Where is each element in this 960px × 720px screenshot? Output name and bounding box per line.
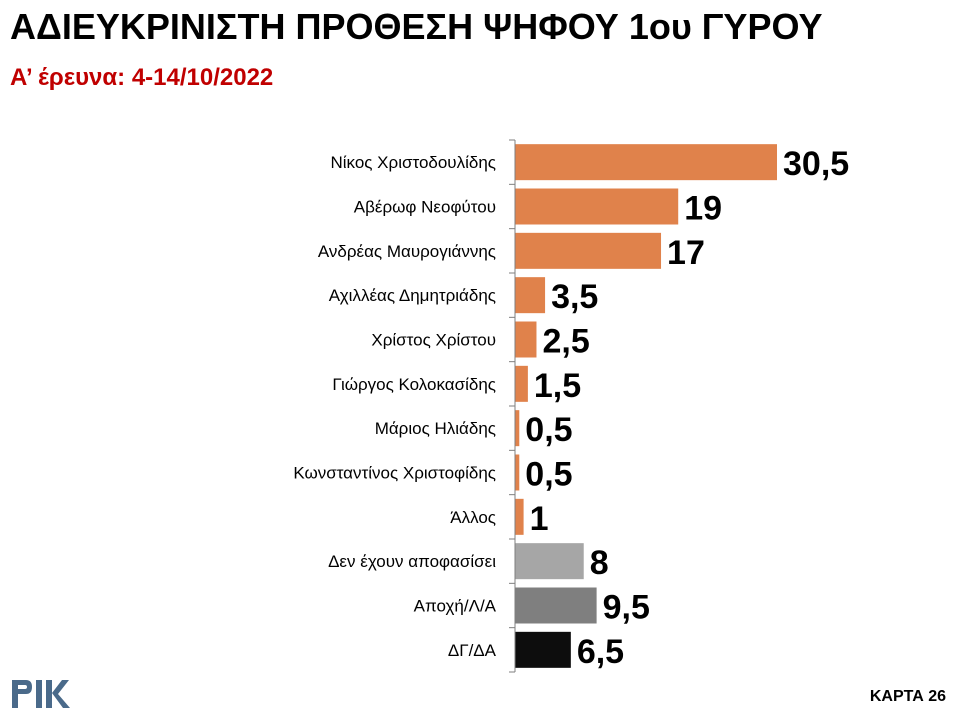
value-label: 1,5 xyxy=(534,367,581,405)
value-label: 9,5 xyxy=(603,589,650,627)
category-axis-layer xyxy=(509,139,516,673)
value-label: 8 xyxy=(590,544,609,582)
category-label: Μάριος Ηλιάδης xyxy=(375,419,496,438)
bar xyxy=(515,232,662,269)
bar xyxy=(515,543,584,580)
category-label: Άλλος xyxy=(450,508,496,527)
bar xyxy=(515,631,571,668)
value-label: 0,5 xyxy=(525,411,572,449)
category-label: Χρίστος Χρίστου xyxy=(371,331,496,350)
category-label: Δεν έχουν αποφασίσει xyxy=(328,552,496,571)
value-label: 0,5 xyxy=(525,456,572,494)
rik-logo xyxy=(12,680,70,708)
bar xyxy=(515,277,546,314)
bars-layer xyxy=(515,144,777,668)
bar xyxy=(515,144,777,181)
category-label: Γιώργος Κολοκασίδης xyxy=(332,375,496,394)
page-subtitle: Α’ έρευνα: 4-14/10/2022 xyxy=(10,64,274,91)
bar xyxy=(515,498,524,535)
value-label: 1 xyxy=(530,500,549,538)
value-label: 6,5 xyxy=(577,633,624,671)
value-label: 3,5 xyxy=(551,278,598,316)
category-label: ΔΓ/ΔΑ xyxy=(448,641,497,660)
value-label: 30,5 xyxy=(783,145,849,183)
category-label: Νίκος Χριστοδουλίδης xyxy=(330,153,496,172)
value-label: 2,5 xyxy=(542,323,589,361)
slide-number-label: ΚΑΡΤΑ 26 xyxy=(869,688,946,705)
value-labels-layer: 30,5 19 17 3,5 2,5 1,5 0,5 0,5 1 8 9,5 6,5 xyxy=(525,145,849,671)
category-label: Αχιλλέας Δημητριάδης xyxy=(329,286,496,305)
bar xyxy=(515,321,537,358)
bar xyxy=(515,188,679,225)
bar xyxy=(515,410,520,447)
category-label: Ανδρέας Μαυρογιάννης xyxy=(318,242,496,261)
category-labels-layer: Νίκος Χριστοδουλίδης Αβέρωφ Νεοφύτου Ανδρέ… xyxy=(293,153,496,660)
bar xyxy=(515,365,528,402)
bar xyxy=(515,587,597,624)
value-label: 19 xyxy=(684,190,722,228)
category-label: Κωνσταντίνος Χριστοφίδης xyxy=(293,464,496,483)
category-label: Αβέρωφ Νεοφύτου xyxy=(354,198,496,217)
value-label: 17 xyxy=(667,234,705,272)
bar xyxy=(515,454,520,491)
category-label: Αποχή/Λ/Α xyxy=(414,597,497,616)
page-title: ΑΔΙΕΥΚΡΙΝΙΣΤΗ ΠΡΟΘΕΣΗ ΨΗΦΟΥ 1ου ΓΥΡΟΥ xyxy=(10,6,823,47)
